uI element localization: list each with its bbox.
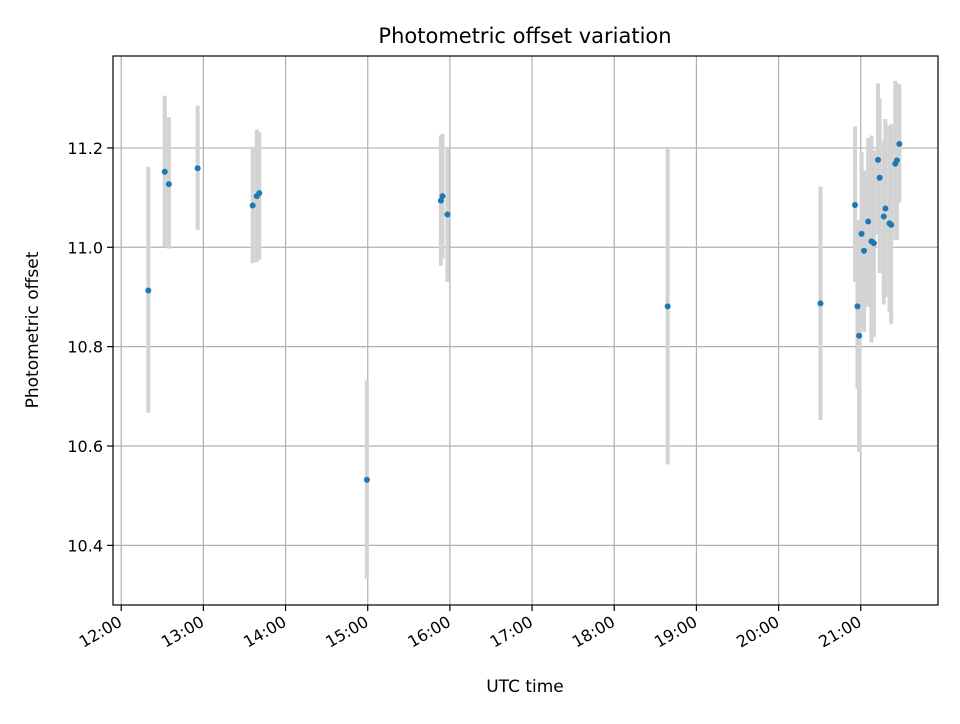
data-point — [858, 230, 865, 237]
data-point — [444, 211, 451, 218]
data-point — [852, 202, 859, 209]
y-axis-label: Photometric offset — [23, 251, 43, 408]
data-point — [194, 165, 201, 172]
y-tick-label: 10.8 — [67, 338, 103, 357]
y-tick-label: 10.4 — [67, 536, 103, 555]
data-point — [854, 303, 861, 310]
tick-layer: 12:00 13:00 14:00 15:00 16:00 17:00 18:00 19:00… — [67, 139, 864, 652]
data-point — [817, 300, 824, 307]
data-point — [664, 303, 671, 310]
y-tick-label: 10.6 — [67, 437, 103, 456]
chart-title: Photometric offset variation — [378, 24, 671, 48]
data-point — [880, 213, 887, 220]
data-point — [865, 218, 872, 225]
data-point — [439, 193, 446, 200]
data-point — [888, 221, 895, 228]
x-tick-label: 20:00 — [733, 612, 782, 652]
data-point — [893, 157, 900, 164]
x-tick-label: 21:00 — [815, 612, 864, 652]
data-point — [145, 287, 152, 294]
grid-layer — [113, 56, 938, 605]
data-point — [165, 181, 172, 188]
x-tick-label: 17:00 — [487, 612, 536, 652]
x-tick-label: 19:00 — [651, 612, 700, 652]
x-axis-label: UTC time — [486, 677, 564, 697]
plot-frame — [112, 55, 939, 606]
data-point — [363, 476, 370, 483]
y-tick-label: 11.2 — [67, 139, 103, 158]
x-tick-label: 14:00 — [240, 612, 289, 652]
data-point — [256, 190, 263, 197]
data-point — [856, 332, 863, 339]
data-point — [896, 140, 903, 147]
x-tick-label: 15:00 — [322, 612, 371, 652]
data-point — [861, 247, 868, 254]
x-tick-label: 13:00 — [158, 612, 207, 652]
data-point — [875, 156, 882, 163]
point-layer — [145, 140, 903, 483]
data-point — [161, 168, 168, 175]
data-point — [882, 205, 889, 212]
x-tick-label: 18:00 — [569, 612, 618, 652]
errorbar-layer — [146, 80, 902, 580]
data-point — [870, 240, 877, 247]
data-point — [876, 174, 883, 181]
data-point — [249, 202, 256, 209]
y-tick-label: 11.0 — [67, 238, 103, 257]
x-tick-label: 12:00 — [76, 612, 125, 652]
x-tick-label: 16:00 — [404, 612, 453, 652]
